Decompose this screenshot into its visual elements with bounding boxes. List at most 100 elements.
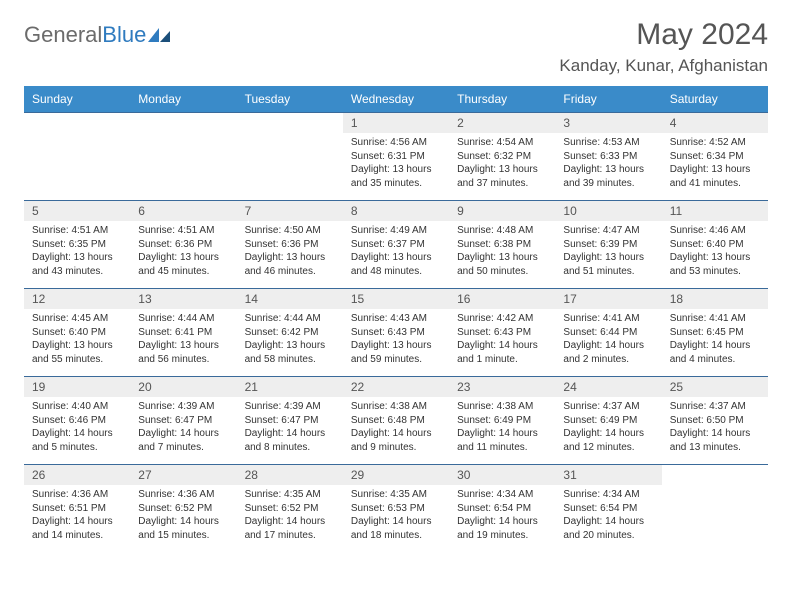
day-number: 25 [662, 377, 768, 397]
daylight-text: Daylight: 13 hours and 51 minutes. [563, 251, 653, 278]
sunrise-text: Sunrise: 4:42 AM [457, 312, 547, 326]
sunset-text: Sunset: 6:36 PM [245, 238, 335, 252]
calendar-cell: 4Sunrise: 4:52 AMSunset: 6:34 PMDaylight… [662, 113, 768, 201]
day-details: Sunrise: 4:39 AMSunset: 6:47 PMDaylight:… [130, 397, 236, 460]
calendar-cell: 19Sunrise: 4:40 AMSunset: 6:46 PMDayligh… [24, 377, 130, 465]
daylight-text: Daylight: 14 hours and 1 minute. [457, 339, 547, 366]
sunrise-text: Sunrise: 4:39 AM [245, 400, 335, 414]
day-number: 5 [24, 201, 130, 221]
day-number: 28 [237, 465, 343, 485]
sunrise-text: Sunrise: 4:34 AM [563, 488, 653, 502]
sunrise-text: Sunrise: 4:37 AM [670, 400, 760, 414]
sunrise-text: Sunrise: 4:41 AM [670, 312, 760, 326]
weekday-header: Sunday [24, 86, 130, 113]
calendar-cell: 1Sunrise: 4:56 AMSunset: 6:31 PMDaylight… [343, 113, 449, 201]
calendar-cell: 25 Sunrise: 4:37 AMSunset: 6:50 PMDayligh… [662, 377, 768, 465]
calendar-cell: 13Sunrise: 4:44 AMSunset: 6:41 PMDayligh… [130, 289, 236, 377]
day-details: Sunrise: 4:36 AMSunset: 6:51 PMDaylight:… [24, 485, 130, 548]
calendar-cell: 18Sunrise: 4:41 AMSunset: 6:45 PMDayligh… [662, 289, 768, 377]
sunset-text: Sunset: 6:47 PM [138, 414, 228, 428]
brand-part1: General [24, 22, 102, 47]
sunrise-text: Sunrise: 4:51 AM [32, 224, 122, 238]
calendar-cell: 2Sunrise: 4:54 AMSunset: 6:32 PMDaylight… [449, 113, 555, 201]
sunset-text: Sunset: 6:40 PM [32, 326, 122, 340]
sunrise-text: Sunrise: 4:47 AM [563, 224, 653, 238]
calendar-row: 1Sunrise: 4:56 AMSunset: 6:31 PMDaylight… [24, 113, 768, 201]
sunrise-text: Sunrise: 4:46 AM [670, 224, 760, 238]
calendar-cell: 6Sunrise: 4:51 AMSunset: 6:36 PMDaylight… [130, 201, 236, 289]
daylight-text: Daylight: 13 hours and 56 minutes. [138, 339, 228, 366]
sunset-text: Sunset: 6:53 PM [351, 502, 441, 516]
day-number: 14 [237, 289, 343, 309]
sail-icon [148, 28, 170, 42]
sunset-text: Sunset: 6:40 PM [670, 238, 760, 252]
day-details: Sunrise: 4:44 AMSunset: 6:42 PMDaylight:… [237, 309, 343, 372]
daylight-text: Daylight: 13 hours and 41 minutes. [670, 163, 760, 190]
calendar-row: 5Sunrise: 4:51 AMSunset: 6:35 PMDaylight… [24, 201, 768, 289]
sunset-text: Sunset: 6:52 PM [245, 502, 335, 516]
day-number: 29 [343, 465, 449, 485]
daylight-text: Daylight: 13 hours and 55 minutes. [32, 339, 122, 366]
calendar-cell: 24Sunrise: 4:37 AMSunset: 6:49 PMDayligh… [555, 377, 661, 465]
daylight-text: Daylight: 13 hours and 58 minutes. [245, 339, 335, 366]
daylight-text: Daylight: 14 hours and 8 minutes. [245, 427, 335, 454]
sunset-text: Sunset: 6:45 PM [670, 326, 760, 340]
day-details: Sunrise: 4:35 AMSunset: 6:52 PMDaylight:… [237, 485, 343, 548]
weekday-header-row: Sunday Monday Tuesday Wednesday Thursday… [24, 86, 768, 113]
calendar-cell: 27Sunrise: 4:36 AMSunset: 6:52 PMDayligh… [130, 465, 236, 553]
day-details: Sunrise: 4:50 AMSunset: 6:36 PMDaylight:… [237, 221, 343, 284]
sunrise-text: Sunrise: 4:51 AM [138, 224, 228, 238]
sunset-text: Sunset: 6:49 PM [563, 414, 653, 428]
sunset-text: Sunset: 6:43 PM [457, 326, 547, 340]
sunrise-text: Sunrise: 4:43 AM [351, 312, 441, 326]
day-number: 7 [237, 201, 343, 221]
sunset-text: Sunset: 6:42 PM [245, 326, 335, 340]
calendar-cell [237, 113, 343, 201]
day-number: 4 [662, 113, 768, 133]
day-details: Sunrise: 4:52 AMSunset: 6:34 PMDaylight:… [662, 133, 768, 196]
day-number: 8 [343, 201, 449, 221]
daylight-text: Daylight: 14 hours and 9 minutes. [351, 427, 441, 454]
daylight-text: Daylight: 14 hours and 13 minutes. [670, 427, 760, 454]
day-details: Sunrise: 4:38 AMSunset: 6:48 PMDaylight:… [343, 397, 449, 460]
daylight-text: Daylight: 14 hours and 5 minutes. [32, 427, 122, 454]
weekday-header: Wednesday [343, 86, 449, 113]
day-details: Sunrise: 4:42 AMSunset: 6:43 PMDaylight:… [449, 309, 555, 372]
calendar-cell [24, 113, 130, 201]
sunrise-text: Sunrise: 4:35 AM [245, 488, 335, 502]
sunset-text: Sunset: 6:49 PM [457, 414, 547, 428]
day-details: Sunrise: 4:45 AMSunset: 6:40 PMDaylight:… [24, 309, 130, 372]
sunset-text: Sunset: 6:51 PM [32, 502, 122, 516]
daylight-text: Daylight: 14 hours and 14 minutes. [32, 515, 122, 542]
day-number: 26 [24, 465, 130, 485]
daylight-text: Daylight: 14 hours and 2 minutes. [563, 339, 653, 366]
day-details: Sunrise: 4:34 AMSunset: 6:54 PMDaylight:… [555, 485, 661, 548]
daylight-text: Daylight: 13 hours and 45 minutes. [138, 251, 228, 278]
day-number: 31 [555, 465, 661, 485]
weekday-header: Monday [130, 86, 236, 113]
sunset-text: Sunset: 6:48 PM [351, 414, 441, 428]
sunset-text: Sunset: 6:50 PM [670, 414, 760, 428]
daylight-text: Daylight: 13 hours and 37 minutes. [457, 163, 547, 190]
sunrise-text: Sunrise: 4:44 AM [245, 312, 335, 326]
calendar-row: 19Sunrise: 4:40 AMSunset: 6:46 PMDayligh… [24, 377, 768, 465]
sunrise-text: Sunrise: 4:36 AM [32, 488, 122, 502]
day-number: 3 [555, 113, 661, 133]
sunset-text: Sunset: 6:47 PM [245, 414, 335, 428]
day-number: 12 [24, 289, 130, 309]
calendar-row: 12Sunrise: 4:45 AMSunset: 6:40 PMDayligh… [24, 289, 768, 377]
calendar-cell: 28Sunrise: 4:35 AMSunset: 6:52 PMDayligh… [237, 465, 343, 553]
sunrise-text: Sunrise: 4:36 AM [138, 488, 228, 502]
day-details: Sunrise: 4:35 AMSunset: 6:53 PMDaylight:… [343, 485, 449, 548]
sunrise-text: Sunrise: 4:38 AM [457, 400, 547, 414]
daylight-text: Daylight: 13 hours and 53 minutes. [670, 251, 760, 278]
daylight-text: Daylight: 14 hours and 4 minutes. [670, 339, 760, 366]
day-number: 21 [237, 377, 343, 397]
day-number: 2 [449, 113, 555, 133]
calendar-cell: 7Sunrise: 4:50 AMSunset: 6:36 PMDaylight… [237, 201, 343, 289]
day-details: Sunrise: 4:51 AMSunset: 6:36 PMDaylight:… [130, 221, 236, 284]
sunrise-text: Sunrise: 4:37 AM [563, 400, 653, 414]
daylight-text: Daylight: 13 hours and 35 minutes. [351, 163, 441, 190]
daylight-text: Daylight: 14 hours and 17 minutes. [245, 515, 335, 542]
sunrise-text: Sunrise: 4:38 AM [351, 400, 441, 414]
